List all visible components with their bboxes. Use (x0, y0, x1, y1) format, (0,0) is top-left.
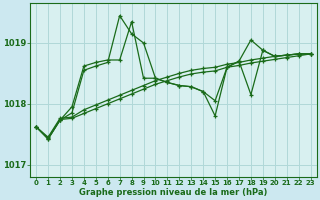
X-axis label: Graphe pression niveau de la mer (hPa): Graphe pression niveau de la mer (hPa) (79, 188, 268, 197)
